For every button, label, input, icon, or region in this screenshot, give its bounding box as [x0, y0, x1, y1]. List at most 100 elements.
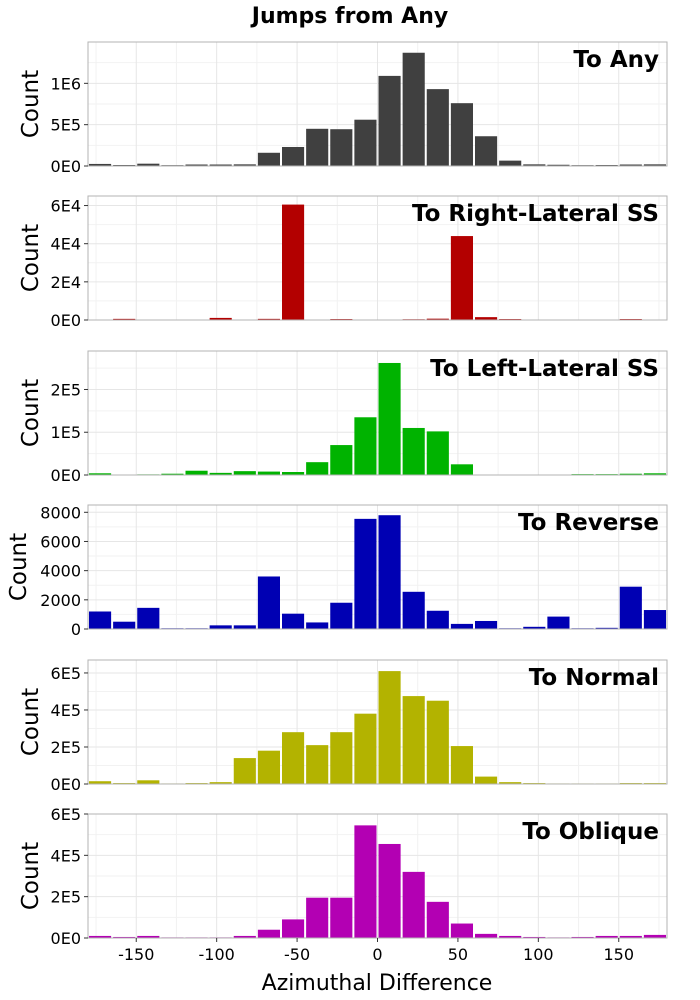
histogram-bar	[571, 936, 594, 938]
histogram-bar	[475, 136, 498, 166]
y-tick-label: 0E0	[51, 157, 81, 176]
y-axis-label: Count	[6, 533, 32, 601]
panel-label: To Right-Lateral SS	[412, 201, 659, 227]
x-tick-label: -150	[118, 945, 154, 964]
histogram-bar	[354, 417, 377, 475]
histogram-bar	[330, 129, 353, 166]
histogram-bar	[113, 621, 136, 629]
histogram-bar	[330, 897, 353, 938]
histogram-bar	[137, 780, 160, 784]
y-tick-label: 4E5	[51, 701, 81, 720]
histogram-bar	[378, 362, 401, 475]
histogram-bar	[475, 317, 498, 320]
y-tick-label: 0	[71, 620, 81, 639]
histogram-bar	[89, 473, 112, 475]
panel-label: To Normal	[529, 665, 659, 691]
y-tick-label: 4E5	[51, 846, 81, 865]
histogram-bar	[499, 160, 522, 166]
histogram-bar	[643, 473, 666, 475]
histogram-bar	[523, 936, 546, 938]
plot-border	[87, 659, 668, 785]
histogram-bar	[330, 445, 353, 475]
histogram-bar	[113, 318, 136, 320]
y-axis-label: Count	[18, 688, 44, 756]
histogram-bar	[426, 700, 449, 784]
histogram-bar	[89, 163, 112, 166]
histogram-bar	[378, 843, 401, 938]
histogram-bar	[402, 52, 425, 166]
histogram-bar	[354, 119, 377, 166]
histogram-bar	[233, 758, 256, 784]
plot-border	[87, 504, 668, 630]
histogram-bar	[282, 146, 305, 166]
y-tick-label: 1E6	[51, 74, 81, 93]
histogram-bar	[282, 919, 305, 938]
histogram-bar	[209, 782, 232, 784]
histogram-bar	[354, 825, 377, 938]
histogram-bar	[619, 164, 642, 166]
y-tick-label: 8000	[40, 503, 81, 522]
panel-label: To Left-Lateral SS	[430, 356, 659, 382]
y-tick-label: 2E4	[51, 273, 81, 292]
histogram-bar	[523, 164, 546, 166]
histogram-bar	[257, 576, 280, 629]
histogram-bar	[89, 935, 112, 938]
figure-title: Jumps from Any	[250, 4, 448, 29]
y-tick-label: 2000	[40, 591, 81, 610]
x-tick-label: 150	[603, 945, 634, 964]
histogram-bar	[354, 713, 377, 784]
histogram-bar	[354, 518, 377, 629]
y-tick-label: 0E0	[51, 311, 81, 330]
histogram-bar	[426, 610, 449, 629]
histogram-bar	[89, 781, 112, 784]
histogram-bar	[330, 732, 353, 784]
x-tick-label: 100	[523, 945, 554, 964]
panel-label: To Any	[573, 47, 659, 73]
histogram-bar	[233, 164, 256, 166]
histogram-bar	[523, 626, 546, 629]
histogram-bar	[209, 625, 232, 629]
y-tick-label: 6E5	[51, 664, 81, 683]
x-tick-label: 50	[448, 945, 468, 964]
panel-to-left-lateral-ss: 0E0 1E5 2E5 Count To Left-Lateral SS	[18, 350, 668, 485]
histogram-bar	[378, 515, 401, 629]
histogram-bar	[643, 934, 666, 938]
histogram-bar	[450, 923, 473, 938]
plot-border	[87, 350, 668, 476]
y-tick-label: 1E5	[51, 423, 81, 442]
histogram-bar	[426, 431, 449, 475]
histogram-bar	[306, 462, 329, 475]
y-axis-label: Count	[18, 224, 44, 292]
panel-label: To Oblique	[522, 819, 659, 845]
panel-to-oblique: 0E0 2E5 4E5 6E5 Count To Oblique -150 -100 -50 0 5…	[18, 805, 668, 964]
histogram-bar	[306, 897, 329, 938]
histogram-bar	[619, 473, 642, 475]
y-axis-label: Count	[18, 379, 44, 447]
histogram-bar	[209, 472, 232, 475]
histogram-bar	[257, 152, 280, 166]
histogram-bar	[282, 613, 305, 629]
histogram-bar	[450, 103, 473, 166]
y-tick-label: 6E4	[51, 197, 81, 216]
histogram-bar	[402, 427, 425, 475]
x-tick-label: -100	[199, 945, 235, 964]
y-tick-label: 5E5	[51, 116, 81, 135]
y-tick-label: 0E0	[51, 775, 81, 794]
y-tick-label: 0E0	[51, 466, 81, 485]
histogram-bar	[619, 586, 642, 629]
histogram-bar	[450, 623, 473, 629]
histogram-bar	[137, 607, 160, 629]
y-tick-label: 0E0	[51, 929, 81, 948]
x-axis-label: Azimuthal Difference	[262, 971, 493, 996]
histogram-bar	[137, 163, 160, 166]
histogram-bar	[643, 164, 666, 166]
x-tick-label: 0	[372, 945, 382, 964]
histogram-bar	[161, 473, 184, 475]
y-tick-label: 2E5	[51, 888, 81, 907]
y-tick-label: 2E5	[51, 380, 81, 399]
histogram-bar	[185, 164, 208, 166]
histogram-bar	[426, 901, 449, 938]
histogram-bar	[209, 164, 232, 166]
histogram-bar	[282, 472, 305, 475]
y-tick-label: 4000	[40, 562, 81, 581]
